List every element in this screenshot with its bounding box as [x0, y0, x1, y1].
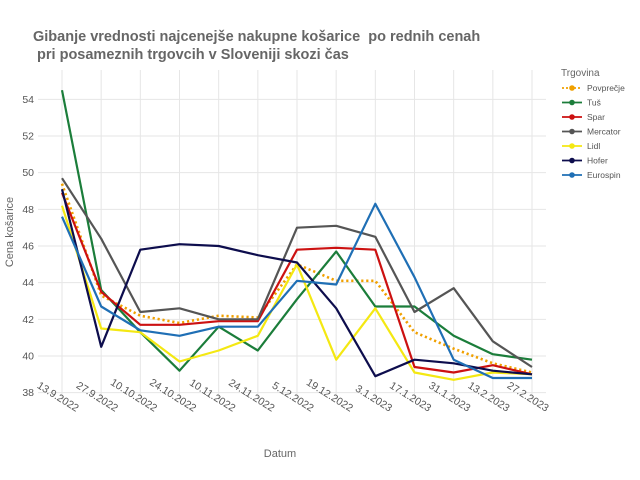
- series-lines: [60, 89, 533, 381]
- legend-item: Lidl: [562, 141, 600, 151]
- legend-label: Hofer: [587, 156, 608, 166]
- legend-swatch-marker: [569, 114, 575, 120]
- grid: [38, 70, 546, 400]
- series-line-4: [60, 205, 533, 381]
- legend-swatch-marker: [569, 128, 575, 135]
- y-tick-label: 38: [22, 387, 34, 399]
- legend-item: Mercator: [562, 127, 621, 137]
- series-line-0: [60, 183, 533, 374]
- legend-items: Povprečje Tuš Spar Mercator Lidl Hofer Eurospi…: [562, 83, 625, 180]
- chart-title-line-2: pri posameznih trgovcih v Sloveniji skoz…: [33, 47, 349, 63]
- legend-item: Spar: [562, 112, 605, 122]
- series-line-6: [60, 202, 532, 380]
- x-tick-label: 17.1.2023: [387, 380, 433, 415]
- chart-title-line-1: Gibanje vrednosti najcenejše nakupne koš…: [33, 29, 480, 45]
- y-tick-label: 46: [22, 241, 34, 253]
- legend-label: Spar: [587, 112, 605, 122]
- series-line-3: [61, 177, 533, 368]
- y-tick-label: 52: [22, 131, 34, 143]
- legend-swatch-marker: [569, 157, 575, 164]
- x-tick-label: 31.1.2023: [426, 380, 472, 415]
- y-tick-label: 44: [22, 277, 34, 289]
- x-axis-ticks: 13.9.202227.9.202210.10.202224.10.202210…: [35, 377, 551, 415]
- legend-swatch-marker: [569, 99, 575, 106]
- x-axis-title: Datum: [264, 448, 296, 460]
- legend-title: Trgovina: [561, 68, 600, 79]
- y-tick-label: 54: [22, 94, 34, 106]
- legend-label: Eurospin: [587, 170, 621, 180]
- series-line-5: [60, 188, 533, 378]
- x-tick-label: 13.9.2022: [35, 380, 81, 415]
- legend-swatch-marker: [569, 172, 575, 178]
- y-axis-title: Cena košarice: [4, 197, 16, 267]
- y-axis-ticks: 38 40 42 44 46 48 50 52 54: [22, 94, 34, 399]
- legend-label: Lidl: [587, 141, 600, 151]
- x-tick-label: 13.2.2023: [466, 380, 512, 415]
- legend: Trgovina Povprečje Tuš Spar Mercator Lidl Hof…: [561, 68, 625, 180]
- legend-item: Tuš: [562, 98, 601, 108]
- legend-swatch-marker: [569, 85, 575, 91]
- legend-item: Hofer: [562, 156, 608, 166]
- legend-item: Povprečje: [562, 83, 625, 93]
- chart-title: Gibanje vrednosti najcenejše nakupne koš…: [33, 29, 480, 63]
- y-tick-label: 48: [22, 204, 34, 216]
- legend-label: Tuš: [587, 98, 601, 108]
- y-tick-label: 50: [22, 167, 34, 179]
- y-tick-label: 42: [22, 314, 34, 326]
- legend-label: Povprečje: [587, 83, 625, 93]
- series-line-2: [60, 192, 533, 376]
- legend-item: Eurospin: [562, 170, 621, 180]
- y-tick-label: 40: [22, 351, 34, 363]
- x-tick-label: 27.2.2023: [505, 380, 551, 415]
- legend-swatch-marker: [569, 143, 575, 149]
- legend-label: Mercator: [587, 127, 621, 137]
